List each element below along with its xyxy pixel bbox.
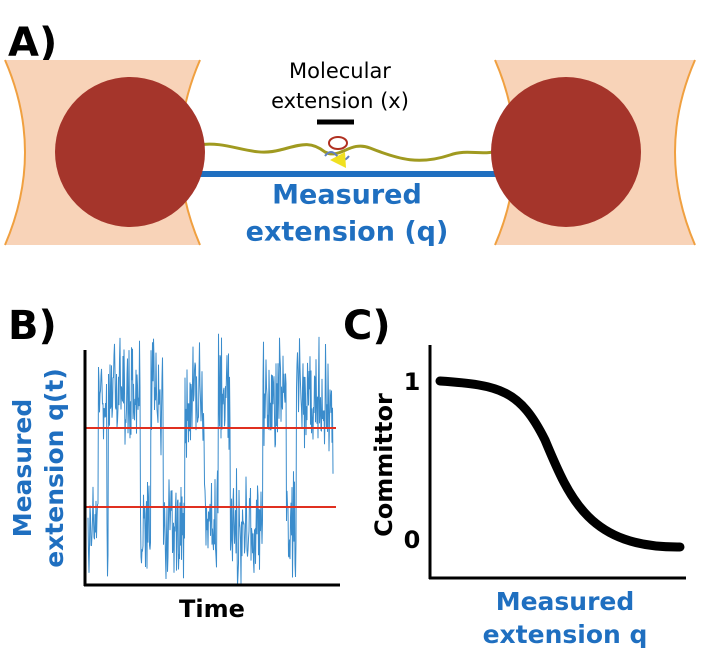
bead — [55, 77, 205, 227]
y-axis-label: extension q(t) — [40, 368, 69, 568]
tether — [197, 142, 506, 162]
molecular-label: Molecular — [289, 59, 391, 83]
y-tick-label: 1 — [404, 368, 421, 396]
molecule — [324, 136, 350, 168]
trap-edge — [674, 59, 696, 246]
x-axis-label: Time — [179, 595, 245, 623]
panel-label: A) — [8, 20, 57, 66]
y-tick-label: 0 — [404, 526, 421, 554]
molecular-label: extension (x) — [271, 89, 409, 113]
trap-edge — [4, 59, 26, 246]
y-axis-label: Measured — [8, 399, 37, 538]
trace-line — [87, 333, 334, 586]
y-axis-label: Committor — [370, 393, 398, 537]
panel-label: B) — [8, 303, 57, 349]
panel-label: C) — [343, 303, 391, 349]
committor-curve — [435, 376, 685, 552]
trace — [87, 333, 334, 586]
x-axis-label: Measured — [496, 587, 635, 616]
bead — [491, 77, 641, 227]
measured-label: Measured — [272, 180, 422, 211]
measured-label: extension (q) — [246, 217, 449, 248]
x-axis-label: extension q — [483, 620, 648, 649]
